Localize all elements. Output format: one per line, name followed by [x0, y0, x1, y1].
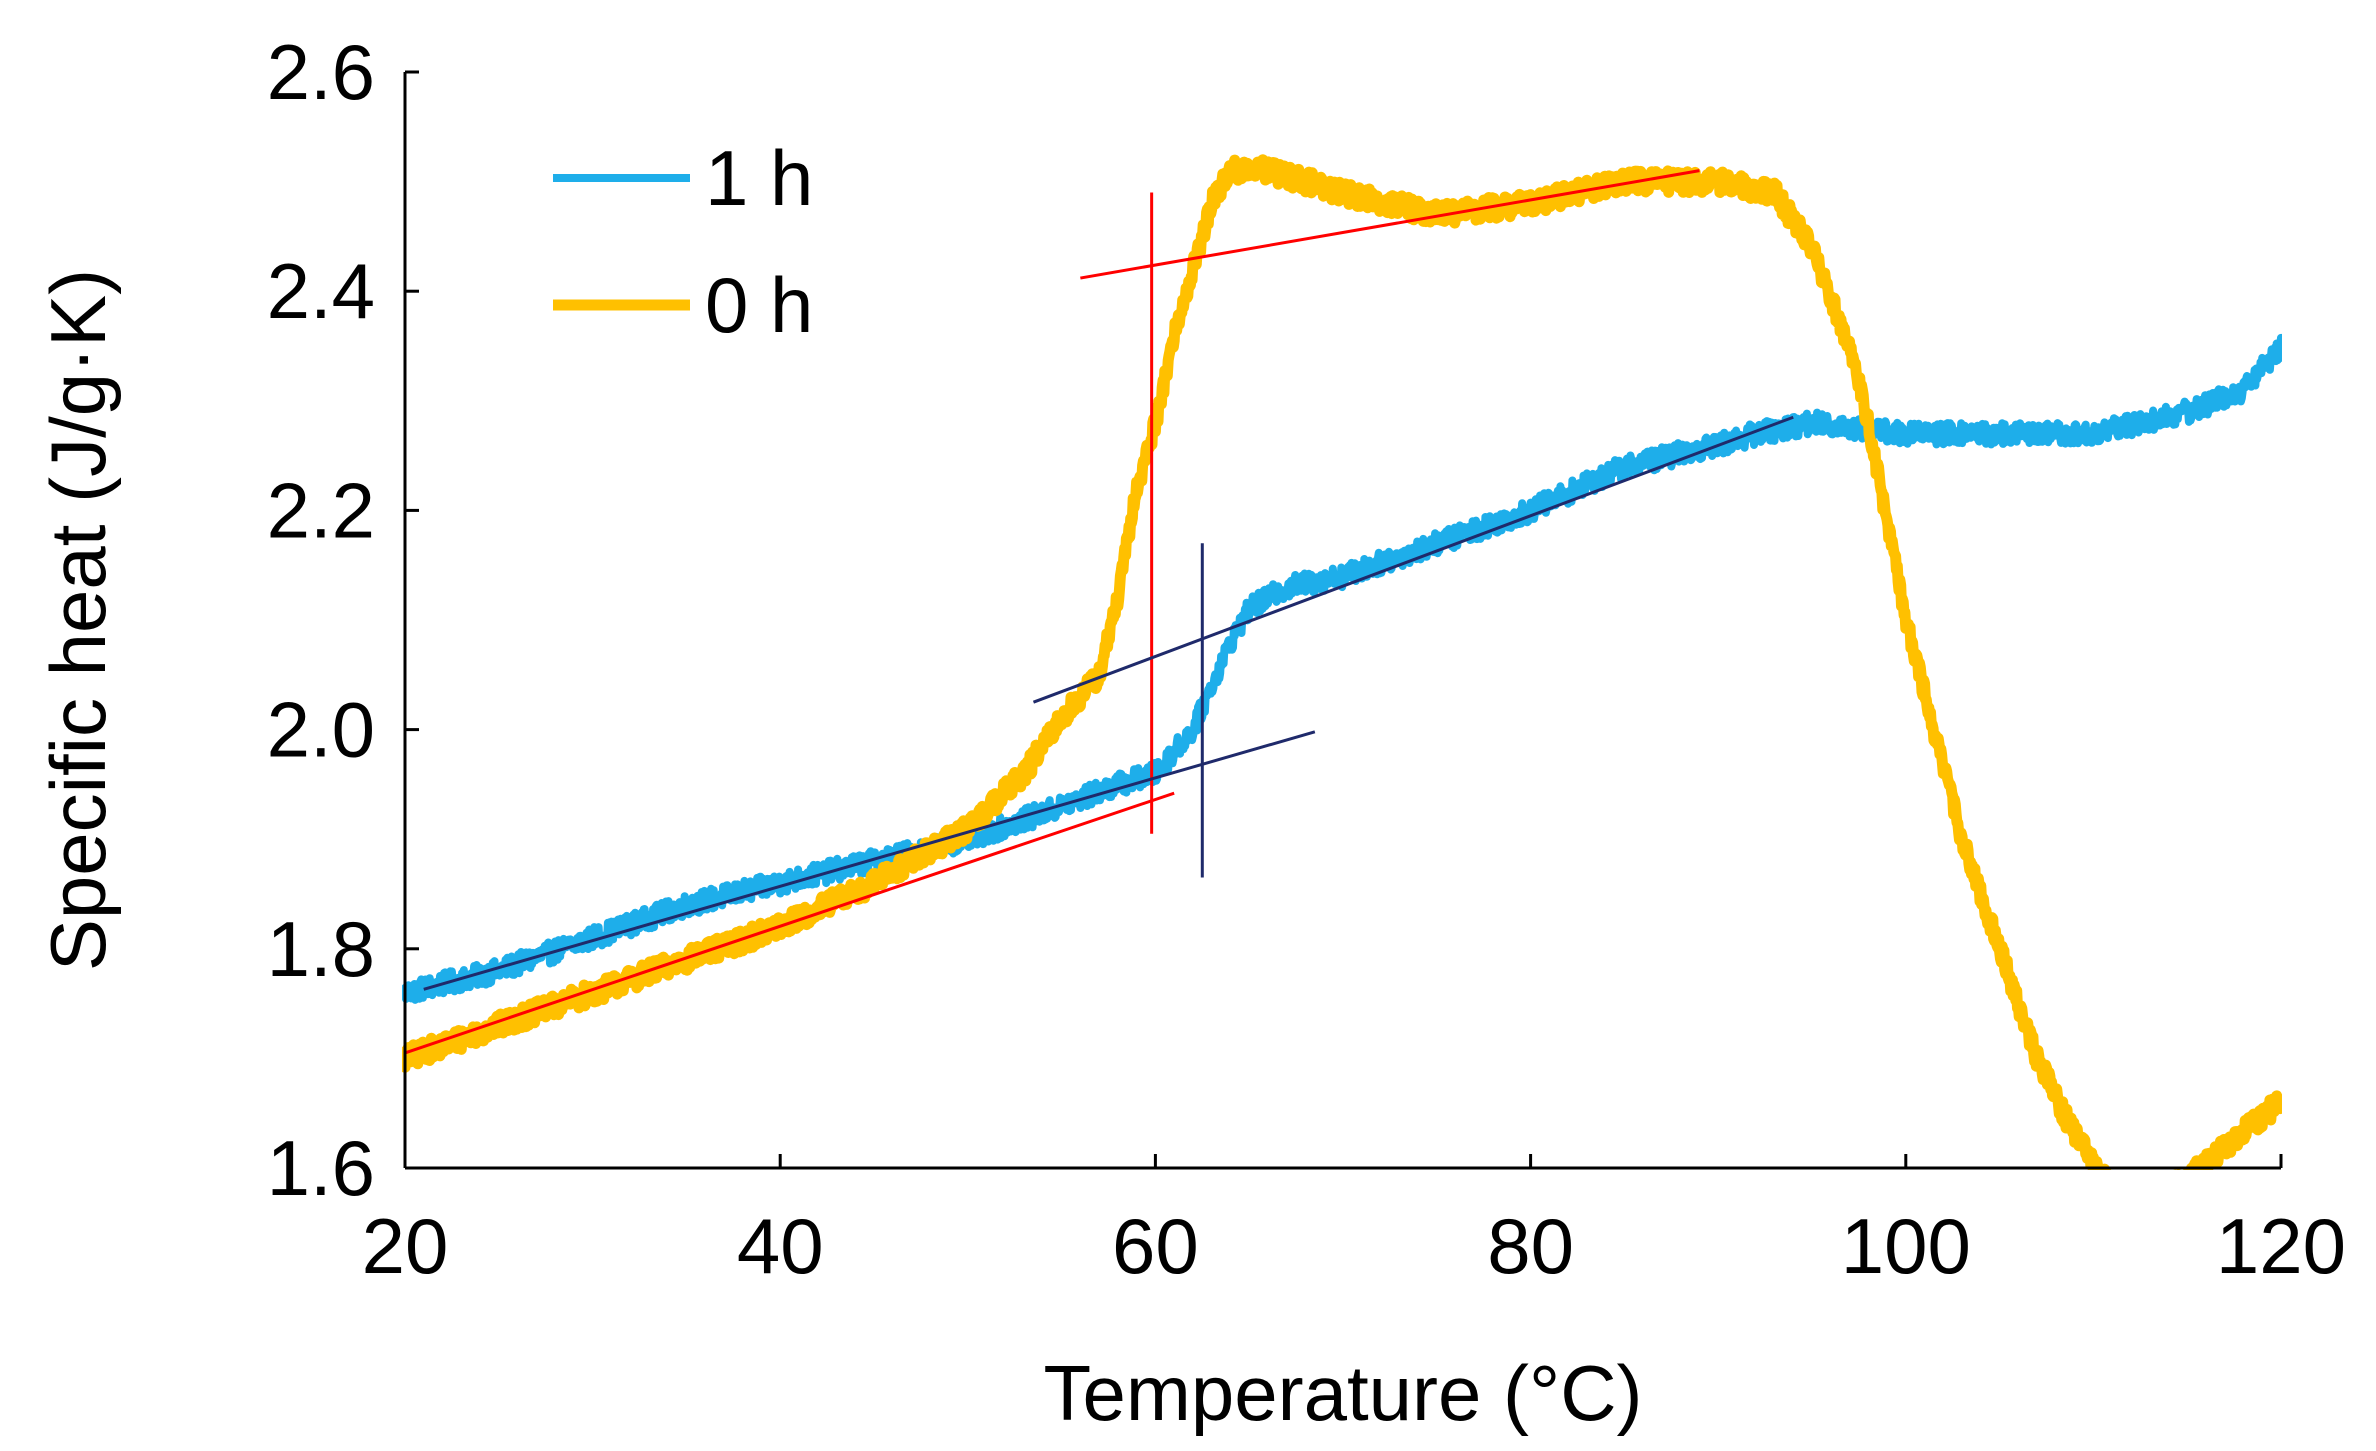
- x-tick-label-20: 20: [362, 1202, 449, 1290]
- y-tick-label-2.2: 2.2: [267, 466, 375, 554]
- x-tick-label-100: 100: [1841, 1202, 1971, 1290]
- fit-line-2: [1080, 169, 1700, 280]
- legend: 1 h 0 h: [553, 134, 813, 349]
- fit-line-5: [1032, 415, 1794, 704]
- x-tick-label-60: 60: [1112, 1202, 1199, 1290]
- fit-line-1: [404, 791, 1175, 1055]
- legend-label-1h: 1 h: [705, 134, 813, 222]
- x-tick-label-40: 40: [737, 1202, 824, 1290]
- x-axis-title: Temperature (°C): [1043, 1349, 1642, 1437]
- series-line-1h: [402, 333, 2282, 1004]
- series-layer: [402, 154, 2282, 1170]
- x-ticks: 20 40 60 80 100 120: [362, 1154, 2346, 1290]
- fit-lines-layer: [404, 169, 1794, 1055]
- fit-line-4: [423, 730, 1316, 991]
- y-axis-title: Specific heat (J/g·K): [34, 269, 122, 971]
- x-tick-label-120: 120: [2216, 1202, 2346, 1290]
- y-tick-label-1.6: 1.6: [267, 1124, 375, 1212]
- y-tick-label-2.4: 2.4: [267, 247, 375, 335]
- y-ticks: 1.6 1.8 2.0 2.2 2.4 2.6: [267, 28, 419, 1212]
- series-line-0h: [402, 154, 2282, 1170]
- y-tick-label-1.8: 1.8: [267, 905, 375, 993]
- y-tick-label-2.6: 2.6: [267, 28, 375, 116]
- y-tick-label-2.0: 2.0: [267, 686, 375, 774]
- legend-label-0h: 0 h: [705, 261, 813, 349]
- x-tick-label-80: 80: [1487, 1202, 1574, 1290]
